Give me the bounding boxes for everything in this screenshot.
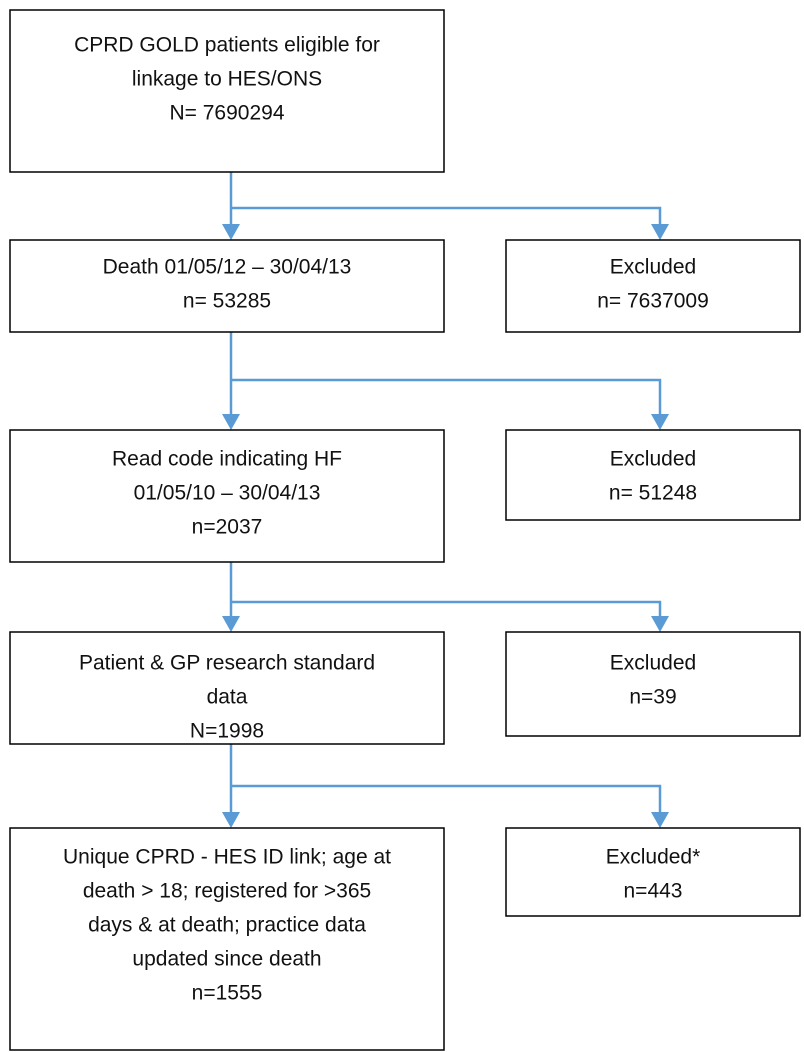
node-text: Excluded (610, 448, 696, 471)
node-text: n= 53285 (183, 290, 271, 313)
arrowhead (222, 224, 669, 240)
node-text: n= 51248 (609, 482, 697, 505)
node-text: n=443 (624, 880, 683, 903)
node-text: Excluded* (606, 846, 701, 869)
connector (229, 562, 662, 618)
node-text: n= 7637009 (597, 290, 709, 313)
flow-node: Unique CPRD - HES ID link; age at death >… (9, 827, 445, 1051)
node-box (505, 827, 801, 917)
flow-node: Death 01/05/12 – 30/04/13 n= 53285 (9, 239, 445, 333)
node-text: Unique CPRD - HES ID link; age at (63, 846, 391, 869)
node-box (505, 631, 801, 737)
connector (229, 744, 662, 814)
node-text: days & at death; practice data (88, 914, 366, 937)
flow-node: Excluded n=39 (505, 631, 801, 737)
node-text: N= 7690294 (169, 102, 284, 125)
node-text: n=2037 (192, 516, 263, 539)
node-box (9, 239, 445, 333)
node-text: updated since death (132, 948, 321, 971)
connectors (222, 172, 669, 828)
node-text: data (207, 686, 248, 709)
node-text: Death 01/05/12 – 30/04/13 (103, 256, 352, 279)
flow-node: CPRD GOLD patients eligible for linkage t… (9, 9, 445, 173)
node-box (505, 239, 801, 333)
node-text: Excluded (610, 652, 696, 675)
node-box (9, 429, 445, 563)
node-text: CPRD GOLD patients eligible for (74, 34, 380, 57)
flow-node: Patient & GP research standard data N=1998 (9, 631, 445, 745)
node-box (9, 9, 445, 173)
node-text: N=1998 (190, 720, 264, 743)
node-text: Read code indicating HF (112, 448, 342, 471)
node-box (9, 631, 445, 745)
node-text: death > 18; registered for >365 (83, 880, 371, 903)
node-text: Patient & GP research standard (79, 652, 375, 675)
connector (229, 172, 662, 226)
flow-node: Excluded n= 7637009 (505, 239, 801, 333)
node-text: Excluded (610, 256, 696, 279)
flow-node: Read code indicating HF 01/05/10 – 30/04/… (9, 429, 445, 563)
connector (229, 332, 662, 416)
node-box (9, 827, 445, 1051)
node-text: linkage to HES/ONS (132, 68, 322, 91)
node-box (505, 429, 801, 521)
flow-node: Excluded n= 51248 (505, 429, 801, 521)
node-text: 01/05/10 – 30/04/13 (134, 482, 321, 505)
node-text: n=1555 (192, 982, 263, 1005)
arrowhead (222, 414, 669, 430)
flow-node: Excluded* n=443 (505, 827, 801, 917)
arrowhead (222, 812, 669, 828)
arrowhead (222, 616, 669, 632)
node-text: n=39 (629, 686, 676, 709)
